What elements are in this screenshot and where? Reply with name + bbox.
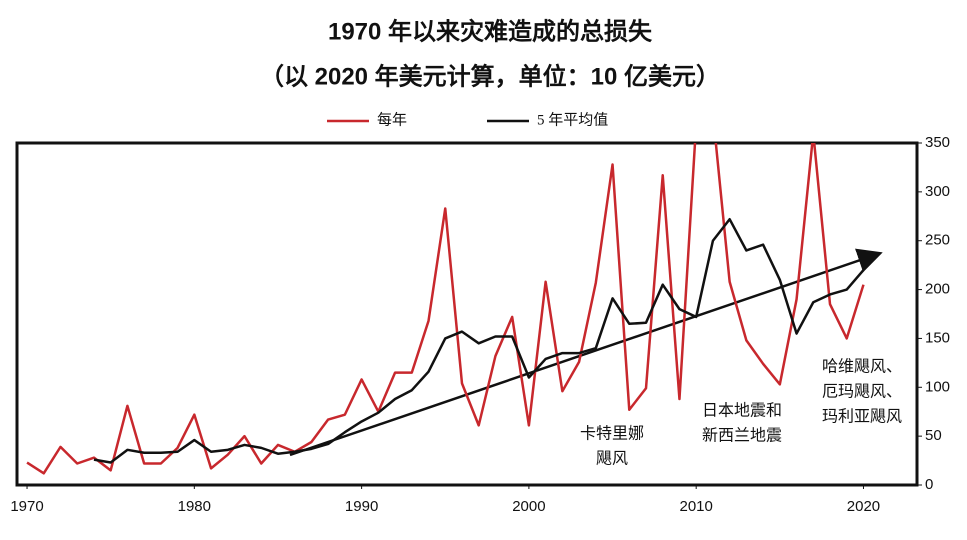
x-tick-label: 1980 xyxy=(178,498,211,515)
x-tick-label: 2010 xyxy=(679,498,712,515)
legend-label: 5 年平均值 xyxy=(537,111,608,128)
y-tick-label: 100 xyxy=(925,378,950,395)
legend-label: 每年 xyxy=(377,111,407,128)
annotation: 厄玛飓风、 xyxy=(822,383,902,401)
trend-arrow xyxy=(289,248,883,457)
annotation: 哈维飓风、 xyxy=(822,358,902,376)
x-tick-label: 2020 xyxy=(847,498,880,515)
x-tick-label: 1970 xyxy=(10,498,43,515)
y-tick-label: 200 xyxy=(925,281,950,298)
y-tick-label: 50 xyxy=(925,427,942,444)
y-tick-label: 350 xyxy=(925,134,950,151)
y-tick-label: 150 xyxy=(925,329,950,346)
y-tick-label: 250 xyxy=(925,232,950,249)
x-tick-label: 2000 xyxy=(512,498,545,515)
chart-subtitle: （以 2020 年美元计算，单位：10 亿美元） xyxy=(260,62,720,90)
annotation: 新西兰地震 xyxy=(702,427,782,445)
annotation: 玛利亚飓风 xyxy=(822,408,902,426)
x-tick-label: 1990 xyxy=(345,498,378,515)
chart-title: 1970 年以来灾难造成的总损失 xyxy=(328,17,653,45)
series-line xyxy=(93,217,865,464)
annotation: 飓风 xyxy=(596,451,628,468)
annotation: 卡特里娜 xyxy=(580,425,644,443)
y-tick-label: 300 xyxy=(925,183,950,200)
annotation: 日本地震和 xyxy=(702,402,782,420)
y-tick-label: 0 xyxy=(925,476,933,493)
plot-frame xyxy=(15,141,919,487)
